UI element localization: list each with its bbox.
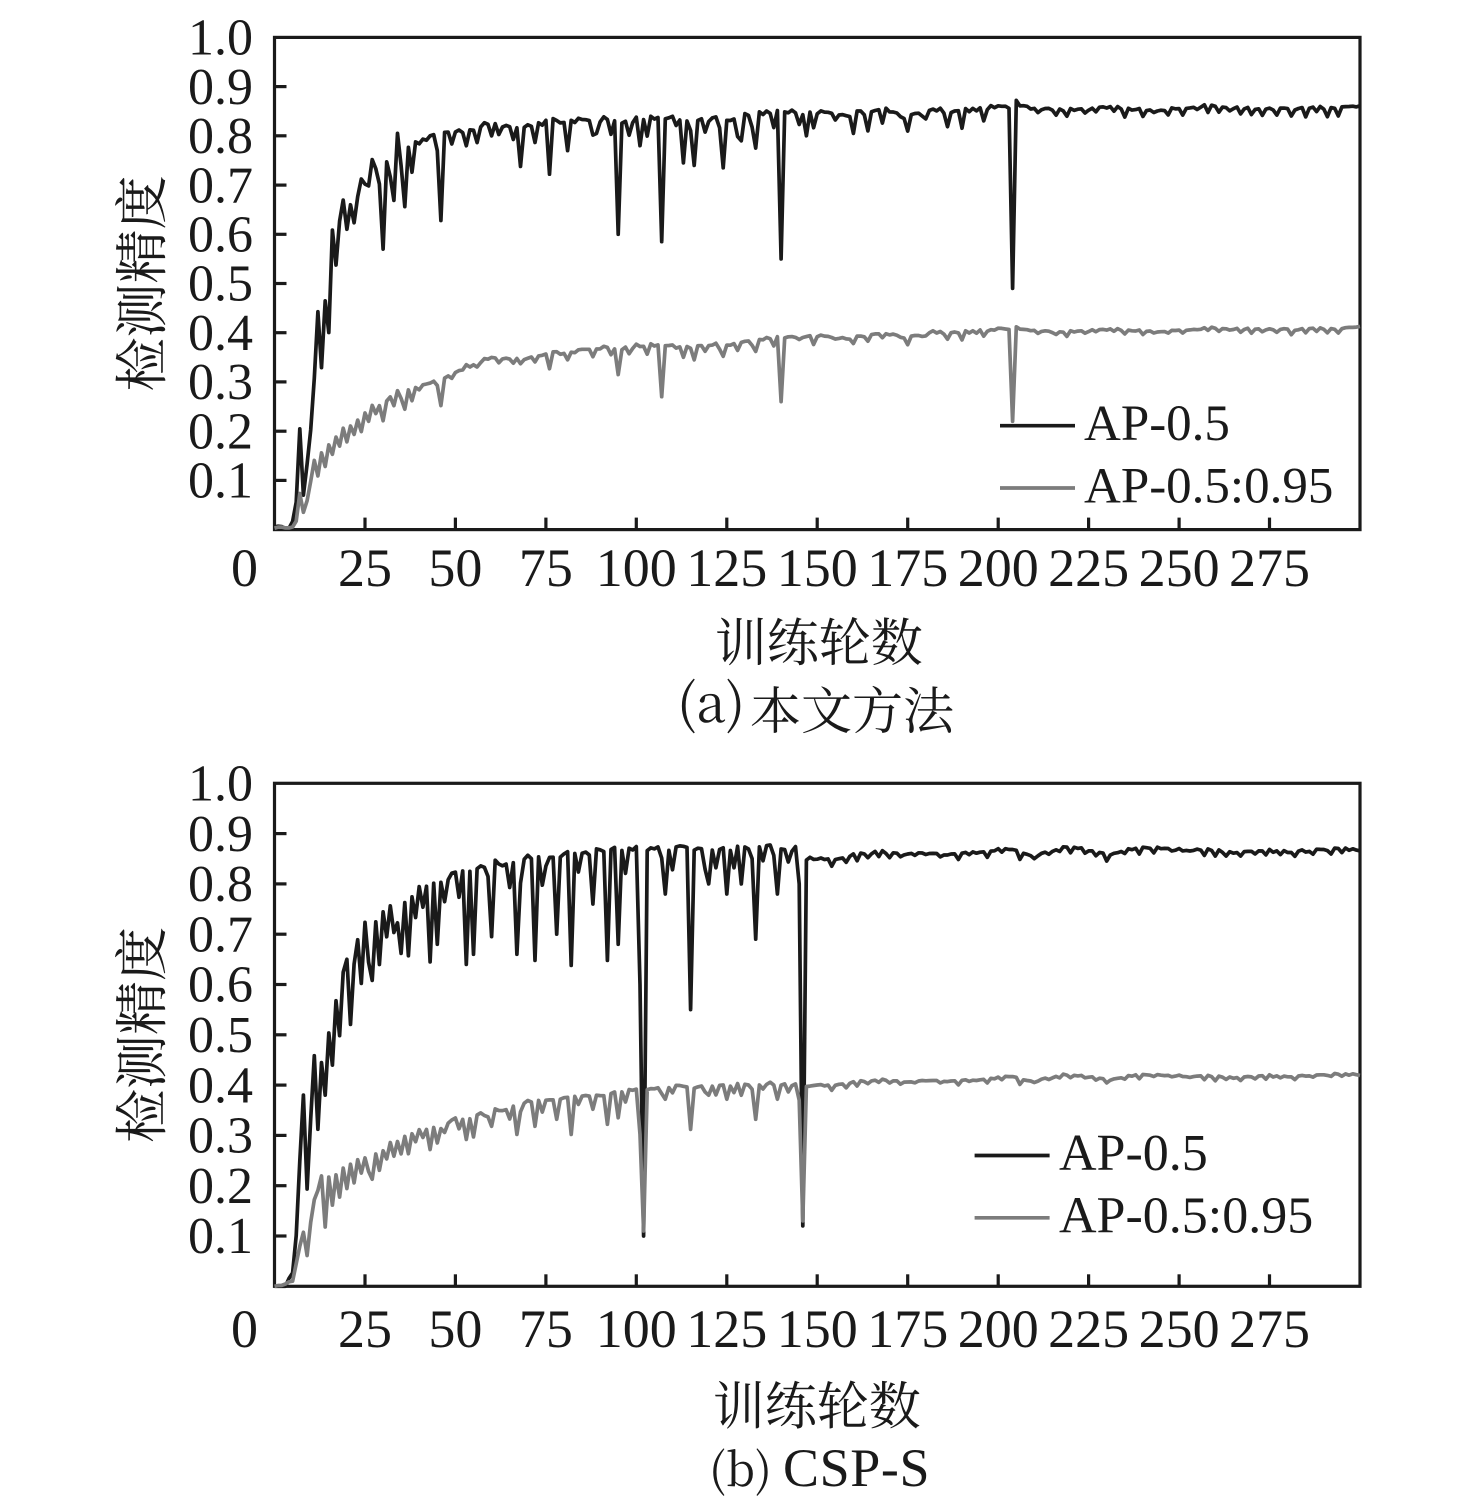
svg-text:0.8: 0.8 (188, 856, 253, 913)
svg-text:250: 250 (1139, 1299, 1220, 1359)
svg-text:275: 275 (1229, 1299, 1310, 1359)
svg-text:CSP-S: CSP-S (783, 1438, 930, 1498)
svg-text:50: 50 (428, 538, 482, 598)
svg-text:25: 25 (338, 538, 392, 598)
svg-text:0.4: 0.4 (188, 305, 253, 362)
svg-text:AP-0.5:0.95: AP-0.5:0.95 (1084, 459, 1333, 515)
svg-text:50: 50 (428, 1299, 482, 1359)
svg-text:0.2: 0.2 (188, 1158, 253, 1215)
svg-text:0.7: 0.7 (188, 906, 253, 963)
svg-text:1.0: 1.0 (188, 10, 253, 67)
svg-text:0.6: 0.6 (188, 207, 253, 264)
svg-text:200: 200 (958, 538, 1039, 598)
svg-text:0.2: 0.2 (188, 403, 253, 460)
svg-text:AP-0.5: AP-0.5 (1084, 396, 1230, 452)
svg-text:0: 0 (231, 1299, 258, 1359)
svg-text:175: 175 (867, 1299, 948, 1359)
svg-text:0: 0 (231, 538, 258, 598)
svg-text:1.0: 1.0 (188, 756, 253, 813)
svg-text:150: 150 (777, 538, 858, 598)
svg-text:75: 75 (519, 538, 573, 598)
svg-text:200: 200 (958, 1299, 1039, 1359)
svg-text:250: 250 (1139, 538, 1220, 598)
svg-text:100: 100 (596, 538, 677, 598)
svg-text:225: 225 (1048, 538, 1129, 598)
svg-text:0.9: 0.9 (188, 806, 253, 863)
svg-text:0.3: 0.3 (188, 354, 253, 411)
svg-text:175: 175 (867, 538, 948, 598)
svg-text:100: 100 (596, 1299, 677, 1359)
svg-text:75: 75 (519, 1299, 573, 1359)
svg-text:225: 225 (1048, 1299, 1129, 1359)
svg-text:150: 150 (777, 1299, 858, 1359)
svg-text:0.6: 0.6 (188, 957, 253, 1014)
svg-text:25: 25 (338, 1299, 392, 1359)
svg-text:0.7: 0.7 (188, 157, 253, 214)
svg-text:0.5: 0.5 (188, 1007, 253, 1064)
svg-text:0.1: 0.1 (188, 1208, 253, 1265)
svg-text:0.5: 0.5 (188, 256, 253, 313)
svg-text:AP-0.5: AP-0.5 (1059, 1125, 1208, 1182)
svg-text:0.3: 0.3 (188, 1108, 253, 1165)
svg-text:125: 125 (686, 1299, 767, 1359)
svg-text:0.8: 0.8 (188, 108, 253, 165)
svg-text:125: 125 (686, 538, 767, 598)
svg-text:AP-0.5:0.95: AP-0.5:0.95 (1059, 1187, 1313, 1244)
svg-text:0.1: 0.1 (188, 453, 253, 510)
svg-text:0.9: 0.9 (188, 59, 253, 116)
svg-text:0.4: 0.4 (188, 1057, 253, 1114)
svg-text:275: 275 (1229, 538, 1310, 598)
